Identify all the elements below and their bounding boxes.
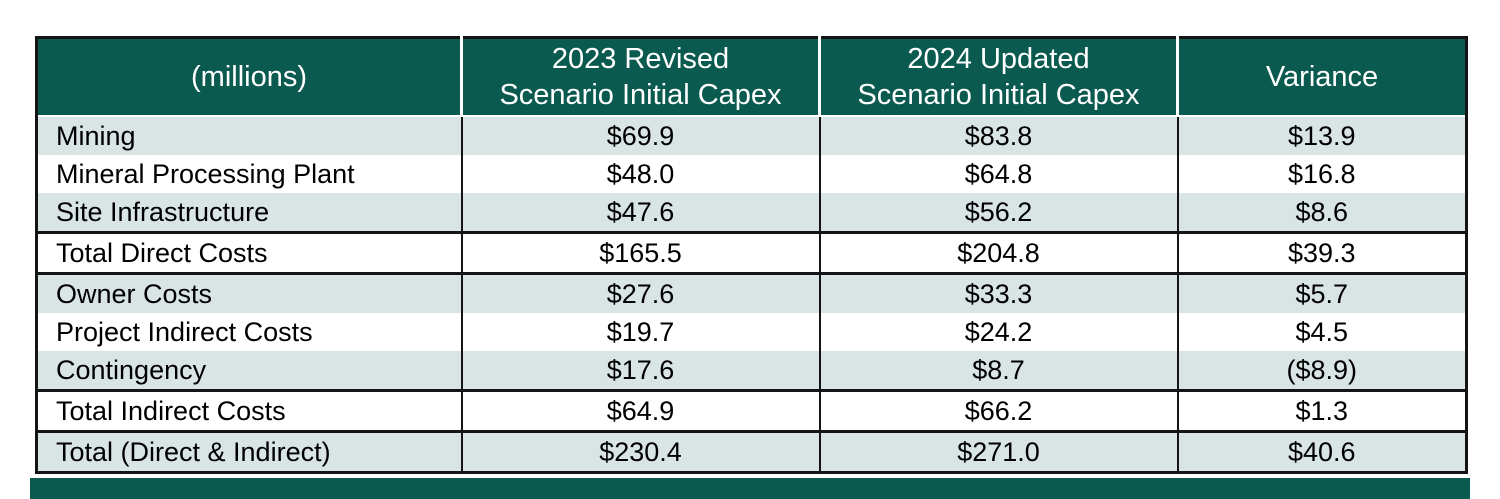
capex-2024-cell: $56.2 (818, 193, 1178, 233)
capex-2023-cell: $230.4 (460, 430, 820, 473)
variance-cell: $1.3 (1176, 389, 1467, 432)
capex-2024-cell: $66.2 (818, 389, 1178, 432)
row-label: Contingency (56, 354, 207, 385)
table-row-total-direct-costs: Total Direct Costs $165.5 $204.8 $39.3 (36, 231, 1467, 274)
row-label: Owner Costs (36, 272, 462, 313)
table-row-site-infrastructure: Site Infrastructure $47.6 $56.2 $8.6 (36, 193, 1467, 233)
column-header-2023-capex: 2023 Revised Scenario Initial Capex (460, 37, 820, 117)
header-row: (millions) 2023 Revised Scenario Initial… (36, 37, 1467, 117)
variance-cell: $16.8 (1176, 155, 1467, 193)
table-row-contingency: Contingency $17.6 $8.7 ($8.9) (36, 351, 1467, 391)
capex-2023-cell: $19.7 (460, 313, 820, 351)
table-row-project-indirect-costs: Project Indirect Costs $19.7 $24.2 $4.5 (36, 313, 1467, 351)
capex-2024-cell: $33.3 (818, 272, 1178, 313)
table-row-mineral-processing-plant: Mineral Processing Plant $48.0 $64.8 $16… (36, 155, 1467, 193)
variance-cell: $4.5 (1176, 313, 1467, 351)
table-row-total-indirect-costs: Total Indirect Costs $64.9 $66.2 $1.3 (36, 389, 1467, 432)
capex-2024-cell: $8.7 (818, 351, 1178, 391)
variance-cell: $13.9 (1176, 116, 1467, 155)
variance-cell: $5.7 (1176, 272, 1467, 313)
capex-2023-cell: $48.0 (460, 155, 820, 193)
row-label: Site Infrastructure (56, 196, 270, 227)
row-label: Total Direct Costs (36, 231, 462, 274)
column-header-2023-line2: Scenario Initial Capex (499, 79, 782, 111)
capex-2024-cell: $204.8 (818, 231, 1178, 274)
capex-2023-cell: $47.6 (460, 193, 820, 233)
capex-2023-cell: $64.9 (460, 389, 820, 432)
capex-comparison-table: (millions) 2023 Revised Scenario Initial… (35, 36, 1468, 474)
capex-2024-cell: $83.8 (818, 116, 1178, 155)
column-header-millions: (millions) (36, 37, 462, 117)
row-label: Total (Direct & Indirect) (36, 430, 462, 473)
capex-2023-cell: $69.9 (460, 116, 820, 155)
table-row-total-direct-and-indirect: Total (Direct & Indirect) $230.4 $271.0 … (36, 430, 1467, 473)
capex-2023-cell: $165.5 (460, 231, 820, 274)
variance-cell: $40.6 (1176, 430, 1467, 473)
row-label: Total Indirect Costs (36, 389, 462, 432)
column-header-variance: Variance (1176, 37, 1467, 117)
variance-cell: $39.3 (1176, 231, 1467, 274)
capex-2023-cell: $17.6 (460, 351, 820, 391)
row-label: Mineral Processing Plant (56, 158, 355, 189)
variance-cell: ($8.9) (1176, 351, 1467, 391)
capex-2023-cell: $27.6 (460, 272, 820, 313)
column-header-2024-line2: Scenario Initial Capex (857, 79, 1140, 111)
table-row-owner-costs: Owner Costs $27.6 $33.3 $5.7 (36, 272, 1467, 313)
footer-accent-bar (30, 478, 1470, 499)
table-row-mining: Mining $69.9 $83.8 $13.9 (36, 116, 1467, 155)
column-header-2024-line1: 2024 Updated (907, 43, 1090, 75)
variance-cell: $8.6 (1176, 193, 1467, 233)
row-label: Mining (56, 120, 136, 151)
column-header-2024-capex: 2024 Updated Scenario Initial Capex (818, 37, 1178, 117)
row-label: Project Indirect Costs (56, 316, 313, 347)
capex-2024-cell: $271.0 (818, 430, 1178, 473)
capex-2024-cell: $24.2 (818, 313, 1178, 351)
capex-2024-cell: $64.8 (818, 155, 1178, 193)
column-header-2023-line1: 2023 Revised (551, 43, 730, 75)
